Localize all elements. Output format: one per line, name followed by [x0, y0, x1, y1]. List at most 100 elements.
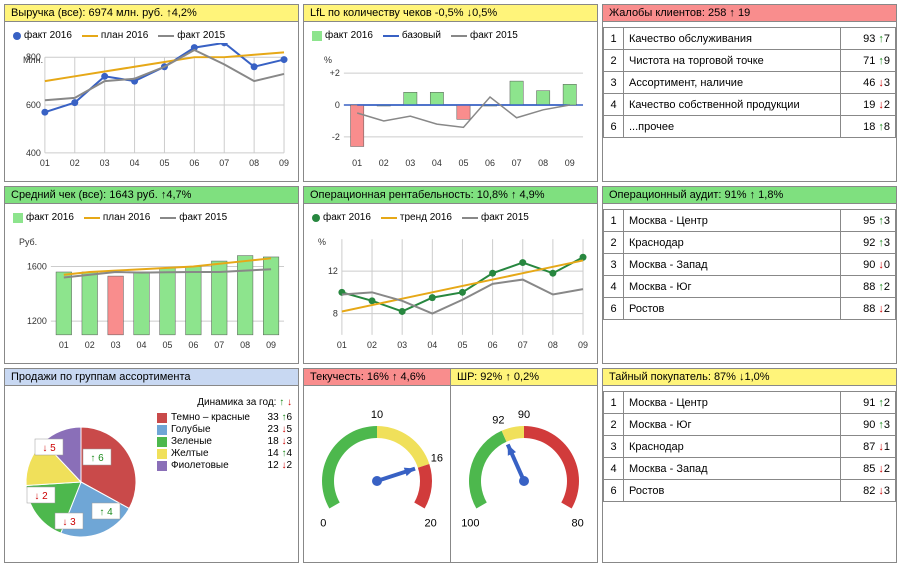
- table-row: 1Качество обслуживания93 ↑7: [604, 28, 896, 50]
- svg-text:+2: +2: [330, 68, 340, 78]
- svg-text:06: 06: [485, 158, 495, 168]
- svg-text:06: 06: [188, 340, 198, 350]
- svg-text:01: 01: [352, 158, 362, 168]
- panel-lfl-legend: факт 2016базовыйфакт 2015: [304, 27, 597, 41]
- panel-revenue-title: Выручка (все): 6974 млн. руб. ↑4,2%: [5, 5, 298, 22]
- svg-text:20: 20: [425, 518, 437, 530]
- panel-avg-check-legend: факт 2016план 2016факт 2015: [5, 209, 298, 223]
- panel-pie-title: Продажи по группам ассортимента: [5, 369, 298, 386]
- svg-text:12: 12: [328, 266, 338, 276]
- table-row: 4Москва - Запад85 ↓2: [604, 458, 896, 480]
- svg-text:%: %: [324, 55, 332, 65]
- svg-text:06: 06: [189, 158, 199, 168]
- table-row: 4Качество собственной продукции19 ↓2: [604, 94, 896, 116]
- pie-legend: Темно – красные33 ↑6Голубые23 ↓5Зеленые1…: [157, 412, 292, 471]
- svg-text:400: 400: [26, 148, 41, 158]
- svg-text:Млн.: Млн.: [23, 55, 43, 65]
- svg-text:03: 03: [111, 340, 121, 350]
- svg-text:04: 04: [137, 340, 147, 350]
- svg-text:04: 04: [432, 158, 442, 168]
- audit-table: 1Москва - Центр95 ↑32Краснодар92 ↑33Моск…: [603, 209, 896, 320]
- svg-text:↓ 3: ↓ 3: [62, 517, 76, 528]
- panel-lfl: LfL по количеству чеков -0,5% ↓0,5% факт…: [303, 4, 598, 182]
- svg-text:08: 08: [538, 158, 548, 168]
- svg-text:0: 0: [335, 100, 340, 110]
- svg-text:03: 03: [397, 340, 407, 350]
- svg-text:07: 07: [214, 340, 224, 350]
- table-row: 6Ростов82 ↓3: [604, 480, 896, 502]
- svg-text:05: 05: [457, 340, 467, 350]
- panel-revenue-legend: факт 2016план 2016факт 2015: [5, 27, 298, 41]
- svg-text:05: 05: [159, 158, 169, 168]
- svg-text:05: 05: [458, 158, 468, 168]
- op-profit-chart: 812010203040506070809%: [312, 225, 589, 359]
- complaints-table: 1Качество обслуживания93 ↑72Чистота на т…: [603, 27, 896, 138]
- table-row: 6...прочее18 ↑8: [604, 116, 896, 138]
- table-row: 2Чистота на торговой точке71 ↑9: [604, 50, 896, 72]
- panel-audit-title: Операционный аудит: 91% ↑ 1,8%: [603, 187, 896, 204]
- table-row: 4Москва - Юг88 ↑2: [604, 276, 896, 298]
- gauge-right-title: ШР: 92% ↑ 0,2%: [451, 369, 597, 386]
- revenue-chart: 400600800010203040506070809Млн.: [13, 43, 290, 177]
- svg-text:Руб.: Руб.: [19, 237, 37, 247]
- svg-text:80: 80: [572, 518, 584, 530]
- svg-text:8: 8: [333, 309, 338, 319]
- svg-text:08: 08: [249, 158, 259, 168]
- svg-text:%: %: [318, 237, 326, 247]
- panel-audit: Операционный аудит: 91% ↑ 1,8% 1Москва -…: [602, 186, 897, 364]
- table-row: 3Ассортимент, наличие46 ↓3: [604, 72, 896, 94]
- svg-text:01: 01: [40, 158, 50, 168]
- svg-text:02: 02: [379, 158, 389, 168]
- svg-text:16: 16: [431, 453, 443, 465]
- svg-text:↓ 2: ↓ 2: [34, 491, 48, 502]
- svg-text:03: 03: [405, 158, 415, 168]
- svg-text:09: 09: [266, 340, 276, 350]
- svg-text:01: 01: [59, 340, 69, 350]
- panel-revenue: Выручка (все): 6974 млн. руб. ↑4,2% факт…: [4, 4, 299, 182]
- svg-text:100: 100: [461, 518, 479, 530]
- svg-text:600: 600: [26, 100, 41, 110]
- svg-text:09: 09: [565, 158, 575, 168]
- svg-text:02: 02: [85, 340, 95, 350]
- table-row: 2Москва - Юг90 ↑3: [604, 414, 896, 436]
- table-row: 2Краснодар92 ↑3: [604, 232, 896, 254]
- svg-text:03: 03: [100, 158, 110, 168]
- panel-complaints-title: Жалобы клиентов: 258 ↑ 19: [603, 5, 896, 22]
- svg-text:↑ 6: ↑ 6: [90, 453, 104, 464]
- svg-text:08: 08: [240, 340, 250, 350]
- panel-avg-check-title: Средний чек (все): 1643 руб. ↑4,7%: [5, 187, 298, 204]
- svg-text:05: 05: [162, 340, 172, 350]
- table-row: 3Москва - Запад90 ↓0: [604, 254, 896, 276]
- svg-text:09: 09: [578, 340, 588, 350]
- svg-text:07: 07: [518, 340, 528, 350]
- svg-text:01: 01: [337, 340, 347, 350]
- svg-text:04: 04: [427, 340, 437, 350]
- svg-text:1600: 1600: [27, 262, 47, 272]
- panel-mystery: Тайный покупатель: 87% ↓1,0% 1Москва - Ц…: [602, 368, 897, 563]
- svg-text:1200: 1200: [27, 316, 47, 326]
- panel-pie: Продажи по группам ассортимента ↑ 6 ↓ 5 ↓ …: [4, 368, 299, 563]
- svg-text:09: 09: [279, 158, 289, 168]
- svg-text:↓ 5: ↓ 5: [42, 443, 56, 454]
- svg-text:02: 02: [70, 158, 80, 168]
- svg-text:08: 08: [548, 340, 558, 350]
- svg-text:07: 07: [219, 158, 229, 168]
- svg-text:06: 06: [488, 340, 498, 350]
- gauge-staffing: 100809092: [451, 386, 597, 551]
- gauge-turnover: 0201016: [304, 386, 450, 551]
- lfl-chart: -2 0 +2% 01 02 03 04 05 06 07 08 09: [312, 43, 589, 177]
- svg-text:07: 07: [512, 158, 522, 168]
- panel-lfl-title: LfL по количеству чеков -0,5% ↓0,5%: [304, 5, 597, 22]
- panel-gauges: Текучесть: 16% ↑ 4,6% 0201016 ШР: 92% ↑ …: [303, 368, 598, 563]
- table-row: 1Москва - Центр95 ↑3: [604, 210, 896, 232]
- svg-text:04: 04: [130, 158, 140, 168]
- mystery-table: 1Москва - Центр91 ↑22Москва - Юг90 ↑33Кр…: [603, 391, 896, 502]
- svg-text:↑ 4: ↑ 4: [99, 507, 113, 518]
- svg-text:0: 0: [320, 518, 326, 530]
- panel-mystery-title: Тайный покупатель: 87% ↓1,0%: [603, 369, 896, 386]
- avg-check-chart: 1200 1600 Руб. 01 02 03 04 05 06 07 08 09: [13, 225, 290, 359]
- svg-text:-2: -2: [332, 132, 340, 142]
- panel-op-profit-title: Операционная рентабельность: 10,8% ↑ 4,9…: [304, 187, 597, 204]
- pie-chart: ↑ 6 ↓ 5 ↓ 2 ↓ 3 ↑ 4: [11, 397, 151, 557]
- panel-op-profit: Операционная рентабельность: 10,8% ↑ 4,9…: [303, 186, 598, 364]
